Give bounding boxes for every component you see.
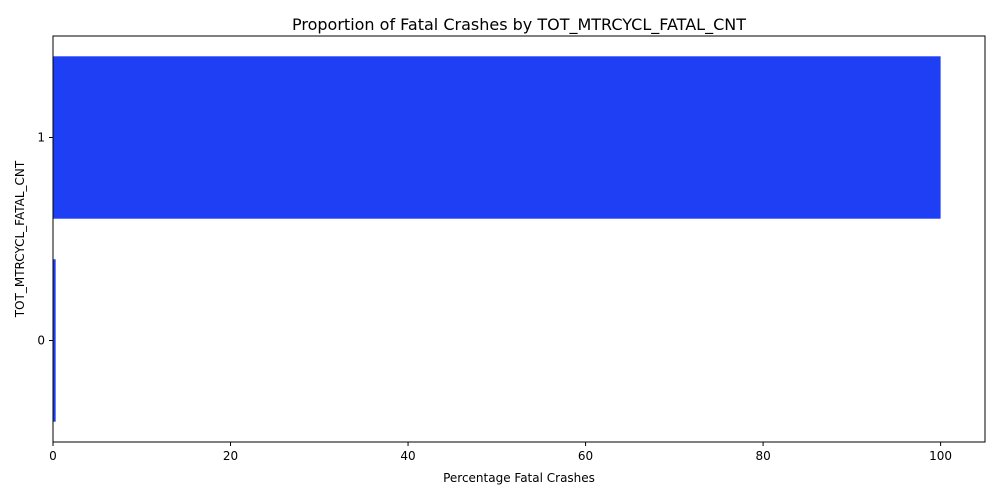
y-ticks: 01 — [37, 131, 53, 348]
chart-title: Proportion of Fatal Crashes by TOT_MTRCY… — [292, 15, 746, 35]
x-tick-label: 80 — [755, 449, 770, 463]
x-axis-label: Percentage Fatal Crashes — [443, 471, 595, 485]
x-tick-label: 100 — [929, 449, 952, 463]
x-tick-label: 20 — [223, 449, 238, 463]
y-tick-label: 0 — [37, 334, 45, 348]
x-ticks: 0 20 40 60 80 100 — [49, 442, 952, 463]
bar-1 — [53, 56, 941, 219]
x-tick-label: 40 — [400, 449, 415, 463]
bars — [53, 56, 941, 422]
bar-0 — [53, 259, 56, 422]
y-axis-label: TOT_MTRCYCL_FATAL_CNT — [13, 160, 27, 318]
x-tick-label: 0 — [49, 449, 57, 463]
plot-frame — [52, 35, 986, 443]
x-tick-label: 60 — [578, 449, 593, 463]
y-tick-label: 1 — [37, 131, 45, 145]
